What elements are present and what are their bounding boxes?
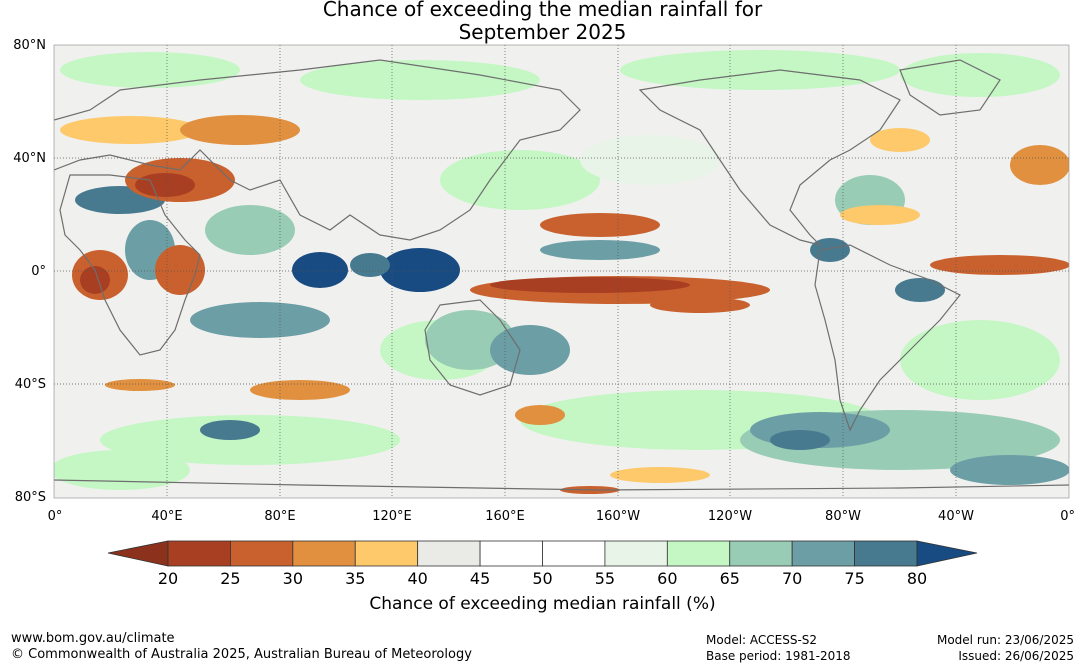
lat-label: 40°N (13, 151, 46, 166)
lon-label: 160°W (595, 509, 641, 524)
colorbar-tick-label: 75 (844, 569, 865, 588)
anomaly-patch (60, 52, 240, 88)
anomaly-patch (180, 115, 300, 145)
anomaly-patch (580, 135, 720, 185)
lon-label: 160°E (485, 509, 525, 524)
lat-label: 40°S (14, 377, 46, 392)
colorbar-cell (666, 540, 731, 567)
coastline-north-america (638, 69, 901, 247)
anomaly-patch (54, 450, 190, 490)
lon-label: 80°W (825, 509, 861, 524)
anomaly-patch (870, 128, 930, 152)
footer-issued: Issued: 26/06/2025 (958, 649, 1074, 663)
anomaly-patch (60, 116, 200, 144)
colorbar-cell (167, 540, 231, 567)
lon-label: 0° (1060, 509, 1075, 524)
lon-label: 80°E (264, 509, 296, 524)
anomaly-patch (900, 53, 1060, 97)
anomaly-patch (190, 302, 330, 338)
anomaly-patch (770, 430, 830, 450)
colorbar-tick-label: 25 (220, 569, 241, 588)
footer-copyright: © Commonwealth of Australia 2025, Austra… (11, 647, 472, 662)
colorbar-tick-label: 60 (657, 569, 678, 588)
colorbar-cells (167, 540, 918, 567)
anomaly-patch (490, 325, 570, 375)
anomaly-patch (300, 60, 540, 100)
coastline-africa (59, 174, 201, 356)
lat-label: 0° (31, 264, 46, 279)
colorbar-cell (354, 540, 419, 567)
anomaly-patch (810, 238, 850, 262)
colorbar-tick-label: 30 (282, 569, 303, 588)
anomaly-patch (895, 278, 945, 302)
colorbar-tick-label: 20 (157, 569, 179, 588)
map-title-line1: Chance of exceeding the median rainfall … (322, 0, 763, 21)
lat-label: 80°N (13, 38, 46, 53)
lon-label: 40°W (938, 509, 974, 524)
colorbar-over-arrow (916, 540, 978, 567)
colorbar-cell (604, 540, 668, 567)
colorbar-cell (791, 540, 855, 567)
anomaly-patch (100, 415, 400, 465)
colorbar-cell (729, 540, 793, 567)
colorbar-cell (292, 540, 356, 567)
lon-label: 120°E (372, 509, 412, 524)
colorbar-cell (542, 540, 606, 567)
anomaly-patch (1010, 145, 1069, 185)
colorbar-under-arrow (107, 540, 169, 567)
colorbar-cell (854, 540, 918, 567)
colorbar-cell (230, 540, 294, 567)
footer-base-period: Base period: 1981-2018 (706, 649, 851, 663)
coastline-greenland (899, 59, 1001, 116)
anomaly-patch (205, 205, 295, 255)
footer-model-run: Model run: 23/06/2025 (936, 633, 1074, 647)
lat-label: 80°S (14, 490, 46, 505)
lon-label: 0° (47, 509, 63, 524)
colorbar-cell (417, 540, 481, 567)
coastline-australia (424, 299, 521, 396)
map-title-line2: September 2025 (458, 20, 627, 44)
anomaly-patch (540, 213, 660, 237)
colorbar-tick-label: 40 (407, 569, 428, 588)
lon-label: 120°W (707, 509, 753, 524)
colorbar-tick-label: 35 (345, 569, 366, 588)
footer-url: www.bom.gov.au/climate (11, 631, 175, 646)
anomaly-layer (54, 50, 1069, 494)
anomaly-patch (900, 320, 1060, 400)
coastline-eurasia (54, 59, 581, 241)
anomaly-patch (540, 240, 660, 260)
anomaly-patch (292, 252, 348, 288)
colorbar-tick-label: 50 (532, 569, 553, 588)
anomaly-patch (250, 380, 350, 400)
map-frame (53, 44, 1070, 499)
anomaly-patch (515, 405, 565, 425)
anomaly-patch (80, 266, 110, 294)
colorbar-tick-label: 55 (594, 569, 616, 588)
anomaly-patch (650, 297, 750, 313)
anomaly-patch (930, 255, 1069, 275)
footer-model: Model: ACCESS-S2 (706, 633, 818, 647)
colorbar-title: Chance of exceeding median rainfall (%) (369, 594, 716, 614)
colorbar-tick-label: 45 (469, 569, 491, 588)
colorbar-cell (479, 540, 543, 567)
colorbar-tick-label: 80 (906, 569, 928, 588)
graticule (54, 45, 1069, 498)
anomaly-patch (620, 50, 900, 90)
colorbar-tick-label: 65 (719, 569, 740, 588)
anomaly-patch (490, 277, 690, 293)
anomaly-patch (380, 248, 460, 292)
anomaly-patch (105, 379, 175, 391)
anomaly-patch (135, 173, 195, 197)
anomaly-patch (200, 420, 260, 440)
lon-label: 40°E (151, 509, 183, 524)
anomaly-patch (840, 205, 920, 225)
coastline-south-america (814, 244, 961, 432)
anomaly-patch (950, 455, 1069, 485)
colorbar-tick-label: 70 (781, 569, 803, 588)
anomaly-patch (610, 467, 710, 483)
